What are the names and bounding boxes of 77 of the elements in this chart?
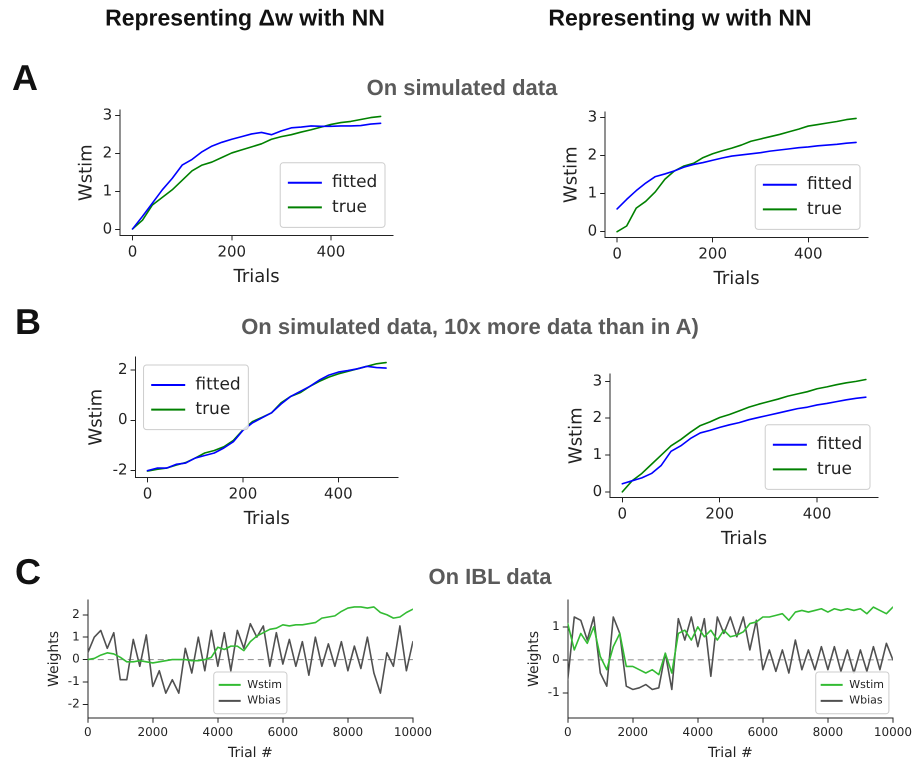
legend-label: fitted	[817, 434, 862, 454]
y-axis-title: Weights	[46, 630, 62, 688]
x-axis-title: Trials	[242, 508, 290, 529]
x-axis-title: Trials	[712, 268, 760, 289]
y-tick-label: 2	[72, 606, 80, 621]
text: On IBL data	[428, 564, 552, 590]
x-tick-label: 2000	[138, 725, 168, 740]
y-axis-title: Wstim	[85, 388, 106, 446]
legend-label: fitted	[807, 174, 852, 194]
y-axis-title: Wstim	[565, 407, 586, 464]
text: Representing w with NN	[548, 4, 812, 32]
x-tick-label: 200	[698, 244, 727, 262]
y-tick-label: 1	[592, 444, 602, 463]
x-tick-label: 4000	[682, 725, 714, 740]
x-tick-label: 400	[794, 244, 823, 262]
legend-label: fitted	[195, 374, 241, 394]
x-tick-label: 0	[612, 244, 622, 262]
x-tick-label: 8000	[332, 725, 364, 740]
legend-label: Wbias	[247, 694, 281, 707]
x-tick-label: 0	[564, 725, 572, 740]
x-axis-title: Trials	[720, 528, 768, 549]
y-tick-label: 0	[102, 220, 112, 238]
x-tick-label: 6000	[268, 725, 298, 740]
x-tick-label: 0	[84, 725, 92, 740]
x-tick-label: 200	[228, 484, 258, 502]
x-tick-label: 2000	[618, 725, 648, 740]
text: Representing Δw with NN	[105, 4, 385, 32]
x-axis-title: Trial #	[706, 745, 753, 762]
legend-label: true	[807, 198, 842, 219]
x-axis-title: Trial #	[226, 745, 273, 762]
y-tick-label: 0	[72, 652, 80, 666]
x-tick-label: 8000	[812, 725, 844, 740]
y-axis-title: Wstim	[560, 146, 582, 204]
y-tick-label: 3	[588, 108, 598, 126]
y-axis-title: Weights	[526, 630, 542, 688]
legend-label: Wbias	[849, 694, 883, 707]
y-tick-label: -2	[68, 696, 80, 710]
text: C	[15, 551, 41, 593]
y-tick-label: 0	[588, 222, 598, 240]
y-tick-label: -1	[548, 684, 560, 699]
x-tick-label: 4000	[202, 725, 234, 740]
y-tick-label: -2	[112, 460, 128, 479]
y-tick-label: 2	[102, 144, 112, 162]
x-tick-label: 400	[802, 504, 832, 522]
y-tick-label: 1	[552, 619, 560, 634]
y-tick-label: 1	[588, 184, 598, 202]
y-axis-title: Wstim	[75, 144, 96, 202]
y-tick-label: 0	[552, 652, 560, 666]
y-tick-label: 2	[588, 146, 598, 164]
x-tick-label: 200	[705, 504, 734, 522]
x-tick-label: 0	[142, 484, 152, 502]
legend-label: fitted	[332, 172, 378, 192]
y-tick-label: 0	[118, 410, 128, 428]
y-tick-label: 2	[118, 360, 128, 378]
x-tick-label: 400	[324, 484, 353, 502]
y-tick-label: 2	[592, 408, 602, 426]
x-tick-label: 10000	[874, 725, 912, 740]
y-tick-label: 1	[102, 182, 112, 200]
y-tick-label: 3	[592, 371, 602, 390]
text: A	[12, 57, 38, 99]
y-tick-label: -1	[68, 674, 80, 688]
legend-label: Wstim	[247, 678, 282, 691]
y-tick-label: 1	[72, 629, 80, 644]
legend-label: true	[195, 399, 230, 420]
x-tick-label: 10000	[394, 725, 432, 740]
text: B	[15, 301, 41, 343]
x-tick-label: 0	[618, 504, 628, 522]
legend-label: true	[332, 196, 367, 217]
x-tick-label: 6000	[748, 725, 778, 740]
legend-label: true	[817, 458, 852, 479]
text: On simulated data, 10x more data than in A)	[241, 314, 699, 340]
legend-label: Wstim	[849, 678, 884, 691]
x-axis-title: Trials	[232, 266, 280, 287]
x-tick-label: 400	[316, 242, 346, 260]
x-tick-label: 200	[217, 242, 246, 260]
text: On simulated data	[366, 75, 558, 101]
y-tick-label: 3	[102, 106, 112, 124]
